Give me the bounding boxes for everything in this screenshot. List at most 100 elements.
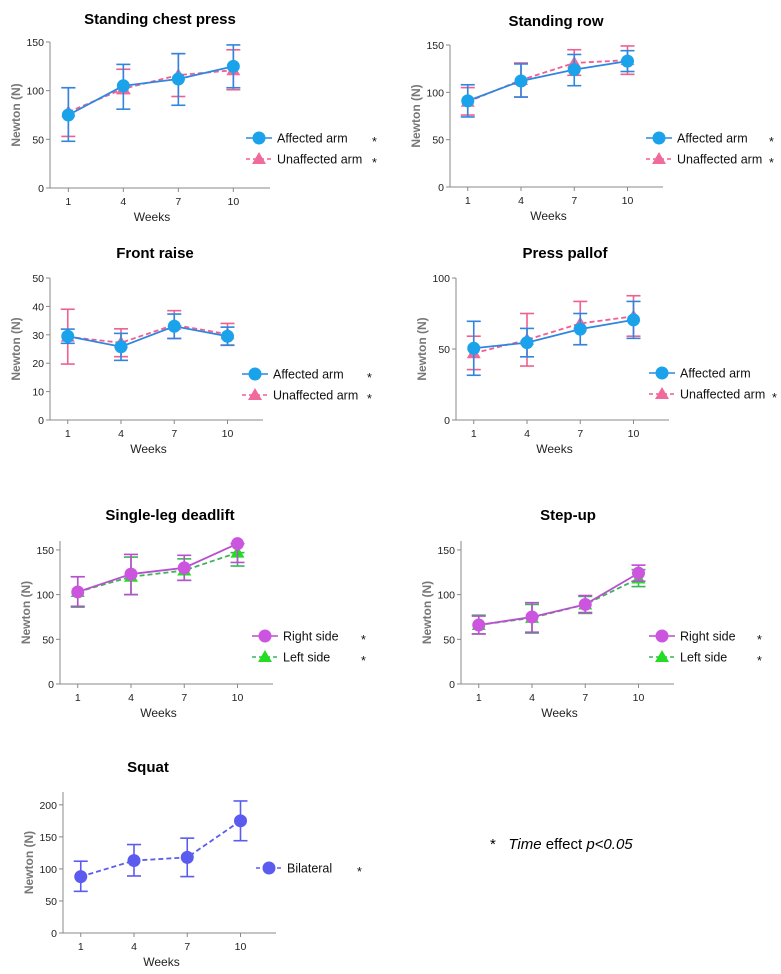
legend-item: Left side * <box>649 650 762 668</box>
series-line <box>67 325 228 348</box>
legend-label: Left side <box>283 651 330 665</box>
series-right-side <box>471 564 646 635</box>
data-point <box>61 108 75 122</box>
legend-marker <box>655 629 669 643</box>
legend-item: Bilateral * <box>256 861 362 879</box>
series-unaffected-arm <box>466 294 641 371</box>
y-tick-label: 150 <box>26 37 44 49</box>
legend-marker <box>248 388 262 400</box>
series-affected-arm <box>466 300 641 377</box>
x-tick-label: 7 <box>175 196 181 208</box>
x-tick-label: 7 <box>577 428 583 440</box>
series-line <box>77 551 238 593</box>
significance-star: * <box>357 865 362 879</box>
y-axis-label: Newton (N) <box>415 317 429 380</box>
data-point <box>632 566 645 580</box>
x-tick-label: 7 <box>181 692 187 704</box>
chart-3: Front raise 0 10 20 30 40 50 1 4 7 10 Weeks Newton (… <box>9 245 372 456</box>
y-tick-label: 0 <box>438 182 444 194</box>
significance-star: * <box>772 391 777 405</box>
y-tick-label: 150 <box>426 40 444 52</box>
significance-star: * <box>361 654 366 668</box>
x-tick-label: 1 <box>65 196 71 208</box>
legend-item: Affected arm <box>649 366 751 381</box>
note-text: effect <box>541 836 587 853</box>
y-tick-label: 20 <box>32 358 44 370</box>
note-p: p<0.05 <box>586 836 633 853</box>
y-tick-label: 50 <box>32 273 44 285</box>
series-right-side <box>70 537 245 608</box>
data-point <box>74 870 88 884</box>
significance-star: * <box>769 135 774 149</box>
y-tick-label: 150 <box>36 545 54 557</box>
y-axis-label: Newton (N) <box>22 831 36 894</box>
x-tick-label: 4 <box>524 428 530 440</box>
legend-marker <box>655 650 669 662</box>
legend-item: Unaffected arm * <box>246 152 377 170</box>
data-point <box>567 63 581 77</box>
y-tick-label: 30 <box>32 330 44 342</box>
chart-title: Front raise <box>116 245 194 262</box>
series-line <box>80 820 242 878</box>
data-point <box>61 329 75 343</box>
chart-title: Press pallof <box>522 245 608 262</box>
x-tick-label: 4 <box>131 941 137 953</box>
legend-label: Unaffected arm <box>273 389 358 403</box>
legend-label: Unaffected arm <box>680 388 765 402</box>
series-line <box>473 315 634 355</box>
legend-item: Unaffected arm * <box>646 152 774 170</box>
data-point <box>461 94 475 108</box>
series-line <box>67 323 228 344</box>
data-point <box>467 341 481 355</box>
y-axis-label: Newton (N) <box>19 581 33 644</box>
x-tick-label: 7 <box>582 692 588 704</box>
note-star: * <box>490 836 496 853</box>
x-tick-label: 4 <box>518 195 524 207</box>
legend-marker <box>262 861 276 875</box>
data-point <box>114 340 128 354</box>
y-axis-label: Newton (N) <box>420 581 434 644</box>
data-point <box>514 74 528 88</box>
x-tick-label: 4 <box>118 428 124 440</box>
x-tick-label: 10 <box>235 941 247 953</box>
data-point <box>520 336 534 350</box>
legend-marker <box>252 131 266 145</box>
data-point <box>127 854 141 868</box>
chart-7: Squat 0 50 100 150 200 1 4 7 10 Weeks Newton (N) Bil… <box>22 759 362 969</box>
series-bilateral <box>73 800 248 893</box>
x-tick-label: 1 <box>476 692 482 704</box>
data-point <box>167 319 181 333</box>
data-point <box>231 537 244 551</box>
series-line <box>67 65 234 116</box>
chart-6: Step-up 0 50 100 150 1 4 7 10 Weeks Newton (N) Righ… <box>420 507 762 720</box>
x-tick-label: 10 <box>222 428 234 440</box>
chart-title: Squat <box>127 759 169 776</box>
series-line <box>77 542 238 593</box>
x-axis-label: Weeks <box>541 706 577 720</box>
legend-item: Affected arm * <box>646 131 774 149</box>
y-tick-label: 150 <box>437 545 455 557</box>
chart-title: Single-leg deadlift <box>105 507 234 524</box>
y-tick-label: 50 <box>32 134 44 146</box>
series-line <box>478 577 639 626</box>
x-tick-label: 1 <box>471 428 477 440</box>
series-affected-arm <box>61 44 241 143</box>
legend-label: Affected arm <box>277 132 348 146</box>
x-tick-label: 7 <box>171 428 177 440</box>
legend-item: Right side * <box>649 629 762 647</box>
legend-label: Right side <box>680 630 736 644</box>
significance-star: * <box>367 371 372 385</box>
y-tick-label: 0 <box>38 183 44 195</box>
y-tick-label: 0 <box>38 415 44 427</box>
y-axis-label: Newton (N) <box>409 84 423 147</box>
x-tick-label: 7 <box>571 195 577 207</box>
x-axis-label: Weeks <box>143 955 179 969</box>
data-point <box>124 567 138 581</box>
chart-title: Step-up <box>540 507 596 524</box>
legend-label: Affected arm <box>677 132 748 146</box>
chart-title: Standing row <box>509 13 604 30</box>
data-point <box>472 618 486 632</box>
series-line <box>67 69 234 113</box>
series-line <box>467 60 628 102</box>
